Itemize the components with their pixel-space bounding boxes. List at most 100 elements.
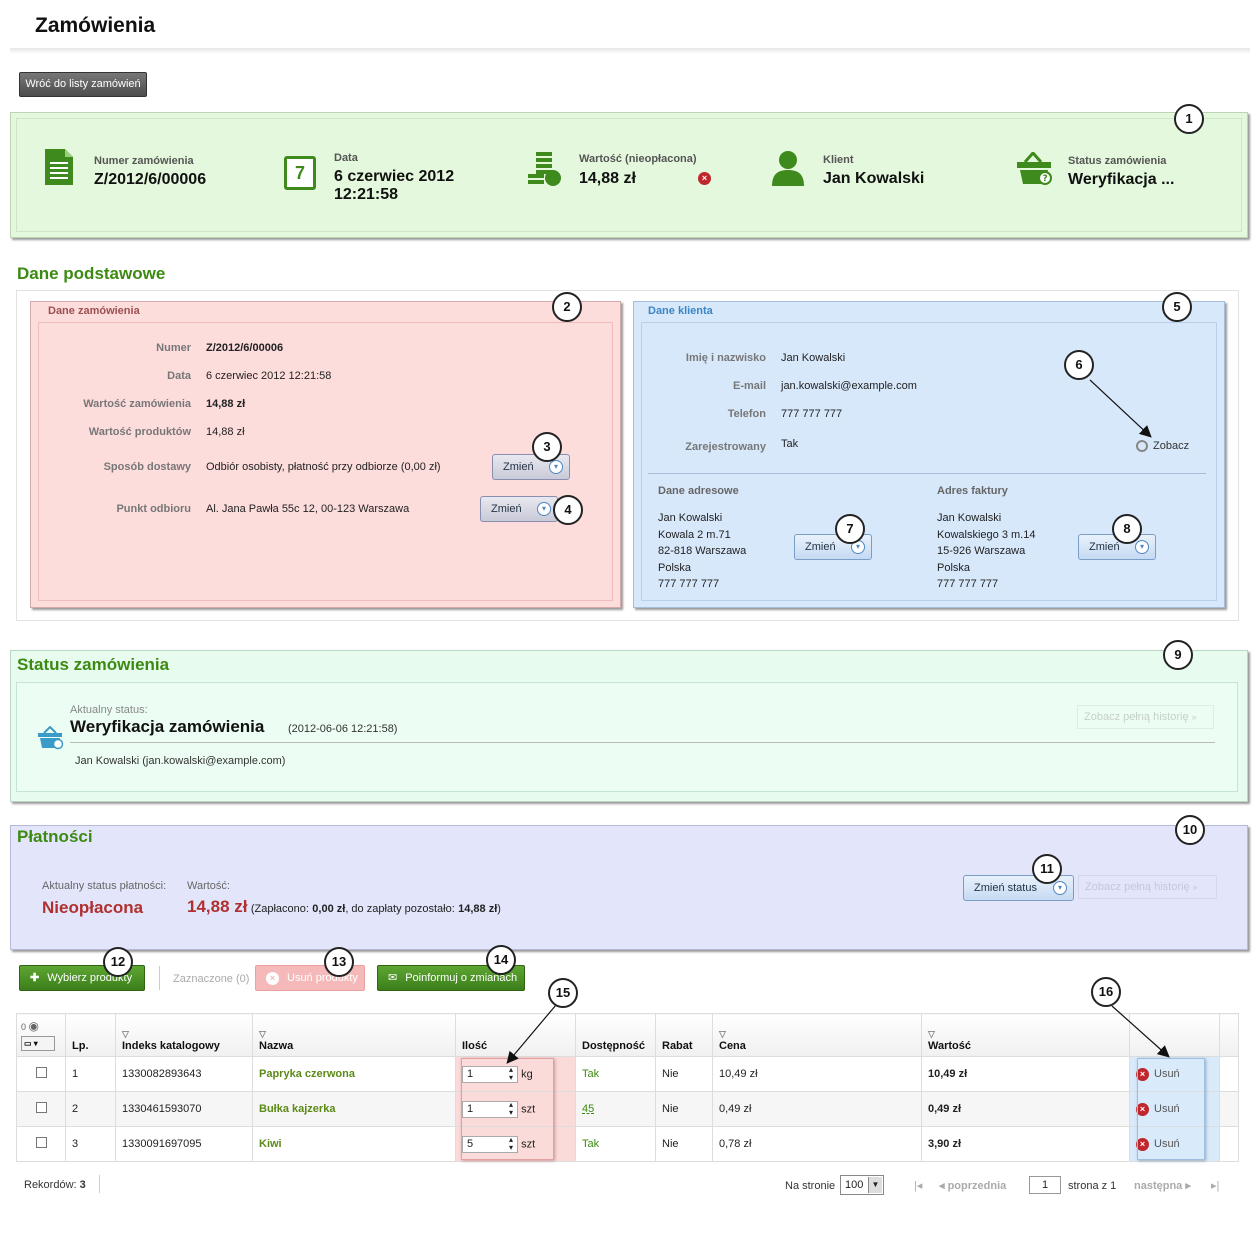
client-name-label: Imię i nazwisko (685, 352, 766, 364)
toolbar-divider (159, 966, 160, 990)
row-delete-button[interactable]: × Usuń (1136, 1102, 1180, 1116)
pickup-row-value: Al. Jana Pawła 55c 12, 00-123 Warszawa (206, 503, 410, 515)
col-value-label: Wartość (928, 1040, 971, 1052)
records-count: Rekordów: 3 (24, 1179, 86, 1191)
row-checkbox[interactable] (35, 1137, 47, 1148)
badge-1: 1 (1174, 104, 1204, 134)
records-value: 3 (79, 1179, 86, 1191)
notify-changes-label: Poinformuj o zmianach (405, 972, 518, 984)
row-checkbox[interactable] (35, 1102, 47, 1113)
payments-panel (10, 825, 1248, 950)
filter-icon[interactable]: ▽ (122, 1029, 129, 1039)
unpaid-icon: × (698, 172, 711, 185)
badge-2: 2 (552, 292, 582, 322)
quantity-stepper[interactable]: 1 (462, 1100, 518, 1118)
back-to-orders-button[interactable]: Wróć do listy zamówień (19, 72, 147, 97)
row-delete-button[interactable]: × Usuń (1136, 1137, 1180, 1151)
chevron-double-down-icon: » (1192, 882, 1198, 892)
quantity-stepper[interactable]: 5 (462, 1135, 518, 1153)
row-checkbox[interactable] (35, 1067, 47, 1078)
filter-icon[interactable]: ▽ (719, 1029, 726, 1039)
row-delete-label: Usuń (1154, 1137, 1180, 1150)
row-delete-button[interactable]: × Usuń (1136, 1067, 1180, 1081)
col-lp[interactable]: Lp. (65, 1013, 116, 1057)
order-number-label: Numer zamówienia (94, 155, 194, 167)
select-products-button[interactable]: ✚ Wybierz produkty (19, 965, 145, 991)
row-index: 1330082893643 (115, 1056, 253, 1092)
first-page-icon[interactable]: |◂ (914, 1180, 923, 1192)
order-value-row-label: Wartość zamówienia (83, 398, 191, 410)
basket-status-icon: ? (1017, 152, 1052, 185)
client-label: Klient (823, 154, 854, 166)
col-discount[interactable]: Rabat (655, 1013, 713, 1057)
view-client-link[interactable]: Zobacz (1136, 440, 1189, 453)
chevron-down-icon: ▾ (1053, 881, 1067, 895)
badge-5: 5 (1162, 292, 1192, 322)
invoice-line: Polska (937, 561, 971, 574)
last-page-icon[interactable]: ▸| (1211, 1180, 1220, 1192)
col-price[interactable]: ▽ Cena (712, 1013, 922, 1057)
order-date-row-label: Data (167, 370, 191, 382)
per-page-select[interactable]: 100 ▼ (840, 1175, 884, 1195)
footer-divider (99, 1175, 100, 1193)
delete-icon: × (1136, 1102, 1149, 1116)
client-email-value: jan.kowalski@example.com (781, 380, 917, 392)
payment-history-button[interactable]: Zobacz pełną historię » (1078, 875, 1217, 899)
row-product-name[interactable]: Kiwi (259, 1138, 282, 1150)
chevron-down-icon: ▾ (1135, 540, 1149, 554)
selected-count: Zaznaczone (0) (173, 973, 250, 985)
col-price-label: Cena (719, 1040, 746, 1052)
next-page-link[interactable]: następna ▸ (1134, 1180, 1191, 1192)
order-data-title: Dane zamówienia (48, 305, 140, 317)
filter-icon[interactable]: ▽ (259, 1029, 266, 1039)
svg-text:?: ? (1043, 174, 1048, 184)
badge-6: 6 (1064, 350, 1094, 380)
delivery-row-value: Odbiór osobisty, płatność przy odbiorze … (206, 461, 441, 473)
status-history-label: Zobacz pełną historię (1084, 711, 1189, 723)
quantity-stepper[interactable]: 1 (462, 1065, 518, 1083)
current-status-label: Aktualny status: (70, 704, 148, 716)
eye-icon[interactable]: ◉ (28, 1019, 40, 1033)
page-title: Zamówienia (35, 14, 156, 37)
table-header-row: 0 ◉ ▭ ▾ Lp. ▽ Indeks katalogowy ▽ Nazwa Il… (16, 1013, 1239, 1057)
row-price: 0,78 zł (712, 1126, 922, 1162)
change-delivery-button[interactable]: Zmień ▾ (492, 454, 570, 480)
basic-section-title: Dane podstawowe (17, 264, 166, 283)
client-name-value: Jan Kowalski (781, 352, 846, 364)
row-index: 1330461593070 (115, 1091, 253, 1127)
delete-icon: × (266, 972, 279, 985)
pickup-row-label: Punkt odbioru (116, 503, 191, 515)
col-value[interactable]: ▽ Wartość (921, 1013, 1130, 1057)
badge-14: 14 (486, 945, 516, 975)
row-lp: 2 (65, 1091, 116, 1127)
chevron-down-icon: ▾ (549, 460, 563, 474)
badge-7: 7 (835, 514, 865, 544)
badge-13: 13 (324, 947, 354, 977)
col-qty[interactable]: Ilość (455, 1013, 576, 1057)
col-index[interactable]: ▽ Indeks katalogowy (115, 1013, 253, 1057)
order-date-row-value: 6 czerwiec 2012 12:21:58 (206, 370, 332, 382)
per-page-label: Na stronie (785, 1180, 836, 1192)
delete-icon: × (1136, 1137, 1149, 1151)
status-divider (70, 742, 1215, 743)
row-value: 3,90 zł (921, 1126, 1130, 1162)
row-availability: Tak (575, 1126, 656, 1162)
status-value: Weryfikacja ... (1068, 171, 1175, 188)
col-availability[interactable]: Dostępność (575, 1013, 656, 1057)
filter-icon[interactable]: ▽ (928, 1029, 935, 1039)
paid-prefix: (Zapłacono: (250, 903, 309, 915)
change-pickup-button[interactable]: Zmień ▾ (480, 496, 558, 522)
row-product-name[interactable]: Papryka czerwona (259, 1068, 355, 1080)
page-of-label: strona z 1 (1068, 1180, 1117, 1192)
page-input[interactable]: 1 (1029, 1176, 1061, 1194)
select-all-dropdown[interactable]: ▭ ▾ (21, 1036, 55, 1051)
row-product-name[interactable]: Bułka kajzerka (259, 1103, 336, 1115)
payment-status-label: Aktualny status płatności: (42, 880, 167, 892)
delivery-row-label: Sposób dostawy (103, 461, 191, 473)
status-history-button[interactable]: Zobacz pełną historię » (1077, 705, 1214, 729)
prev-page-link[interactable]: ◂ poprzednia (939, 1180, 1007, 1192)
chevron-down-icon: ▾ (537, 502, 551, 516)
badge-11: 11 (1032, 854, 1062, 884)
remaining-prefix: , do zapłaty pozostało: (345, 903, 455, 915)
products-value-row-value: 14,88 zł (206, 426, 245, 438)
